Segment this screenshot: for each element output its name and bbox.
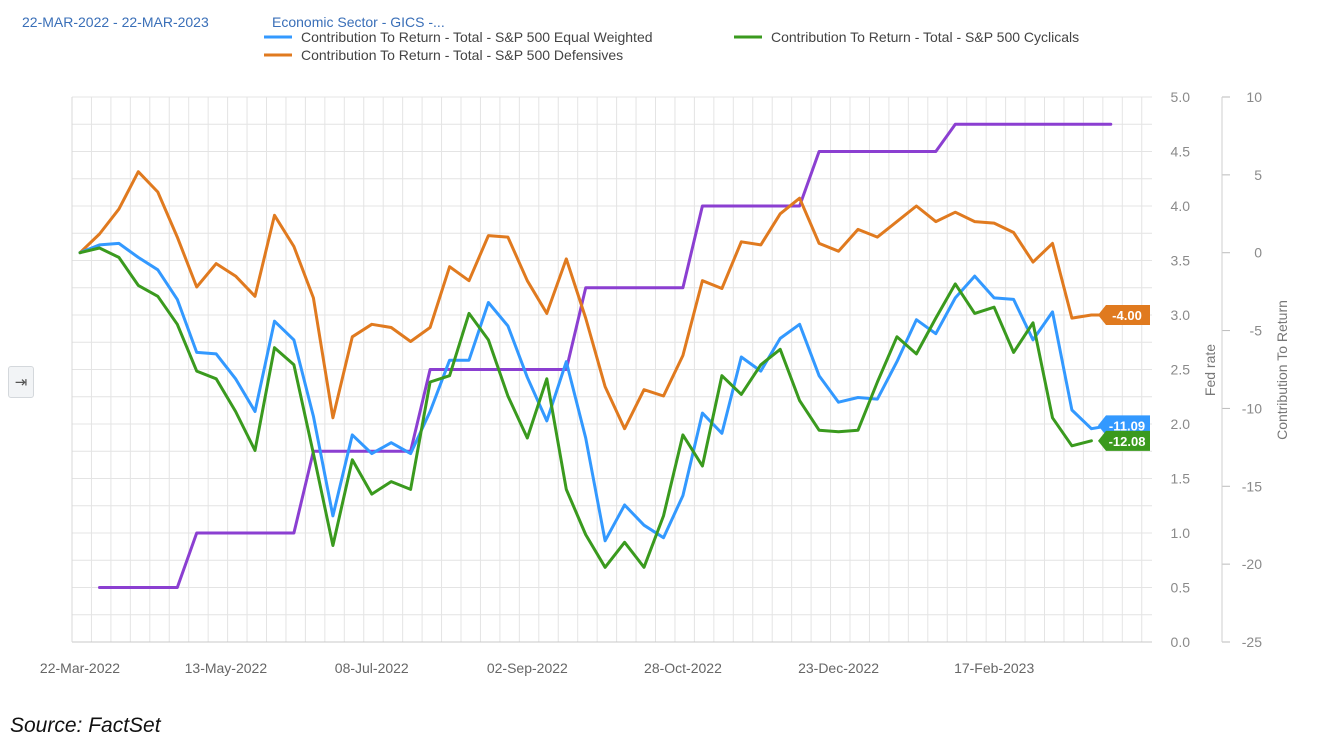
right-y-tick-label: -10: [1242, 400, 1262, 416]
end-label-value: -11.09: [1109, 418, 1145, 433]
left-y-tick-label: 2.5: [1171, 362, 1191, 378]
left-y-tick-label: 1.5: [1171, 471, 1191, 487]
left-y-tick-label: 2.0: [1171, 416, 1191, 432]
end-label-value: -4.00: [1112, 308, 1142, 323]
series-line-equal_weighted: [78, 241, 1113, 543]
right-y-tick-label: -25: [1242, 634, 1262, 650]
chart-end-labels: -11.09-12.08 -4.00: [1098, 305, 1150, 451]
legend-entry: Contribution To Return - Total - S&P 500…: [771, 29, 1079, 45]
chart-axes: 22-Mar-2022 13-May-2022 08-Jul-2022 02-Sep-…: [40, 89, 1290, 676]
right-y-axis-title: Contribution To Return: [1274, 300, 1290, 440]
chart-series: [78, 122, 1113, 589]
series-line-fed_rate: [98, 122, 1113, 589]
x-tick-label: 02-Sep-2022: [487, 660, 568, 676]
right-y-tick-label: -20: [1242, 556, 1262, 572]
left-y-tick-label: 4.5: [1171, 144, 1191, 160]
source-note: Source: FactSet: [10, 714, 161, 737]
series-line-cyclicals: [78, 246, 1093, 569]
left-y-tick-label: 0.5: [1171, 580, 1191, 596]
right-y-tick-label: -15: [1242, 478, 1262, 494]
left-y-tick-label: 3.0: [1171, 307, 1191, 323]
x-tick-label: 28-Oct-2022: [644, 660, 722, 676]
chart-legend: Contribution To Return - Total - S&P 500…: [264, 29, 1079, 63]
left-y-tick-label: 5.0: [1171, 89, 1191, 105]
right-y-tick-label: -5: [1250, 323, 1263, 339]
right-y-tick-label: 10: [1246, 89, 1262, 105]
right-y-tick-label: 5: [1254, 167, 1262, 183]
legend-entry: Contribution To Return - Total - S&P 500…: [301, 47, 623, 63]
line-chart: Contribution To Return - Total - S&P 500…: [40, 29, 1290, 676]
right-y-tick-label: 0: [1254, 245, 1262, 261]
left-y-tick-label: 4.0: [1171, 198, 1191, 214]
end-label-badge: [1098, 430, 1150, 451]
x-tick-label: 22-Mar-2022: [40, 660, 120, 676]
x-tick-label: 13-May-2022: [185, 660, 268, 676]
left-y-tick-label: 3.5: [1171, 253, 1191, 269]
arrow-to-right-bar-icon: ⇥: [14, 373, 28, 391]
end-label-badge: [1098, 415, 1150, 436]
left-y-axis-title: Fed rate: [1202, 344, 1218, 396]
x-tick-label: 23-Dec-2022: [798, 660, 879, 676]
legend-entry: Contribution To Return - Total - S&P 500…: [301, 29, 653, 45]
x-tick-label: 08-Jul-2022: [335, 660, 409, 676]
left-y-tick-label: 0.0: [1171, 634, 1191, 650]
collapse-panel-button[interactable]: ⇥: [8, 366, 34, 398]
sector-filter-link[interactable]: Economic Sector - GICS -...: [272, 14, 445, 30]
series-line-defensives: [78, 170, 1113, 431]
end-label-value: -12.08: [1109, 434, 1146, 449]
left-y-tick-label: 1.0: [1171, 525, 1191, 541]
x-tick-label: 17-Feb-2023: [954, 660, 1034, 676]
end-label-badge: [1098, 305, 1150, 325]
date-range-link[interactable]: 22-MAR-2022 - 22-MAR-2023: [22, 14, 209, 30]
